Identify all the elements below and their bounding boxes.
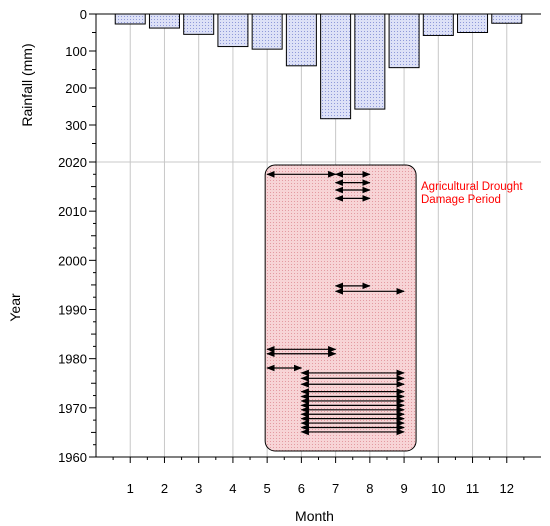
- year-axis-title: Year: [7, 293, 23, 322]
- year-tick-label: 1970: [58, 401, 87, 416]
- axes: [89, 13, 541, 463]
- year-tick-label: 2020: [58, 155, 87, 170]
- month-tick-label: 2: [161, 481, 168, 496]
- month-tick-label: 6: [298, 481, 305, 496]
- year-tick-label: 2000: [58, 253, 87, 268]
- rainfall-bar-month-2: [148, 13, 180, 29]
- month-tick-label: 4: [229, 481, 236, 496]
- year-tick-label: 1990: [58, 303, 87, 318]
- month-tick-label: 1: [127, 481, 134, 496]
- rainfall-tick-label: 200: [65, 81, 87, 96]
- damage-period-region: [264, 164, 417, 452]
- drought-event-arrows: [266, 170, 405, 436]
- damage-period-label-line: Agricultural Drought: [421, 181, 523, 193]
- rainfall-bar-month-5: [251, 13, 283, 50]
- rainfall-bar-month-11: [457, 13, 489, 33]
- rainfall-bars: [114, 13, 523, 120]
- rainfall-bar-month-3: [183, 13, 215, 35]
- month-tick-label: 8: [366, 481, 373, 496]
- month-tick-label: 10: [431, 481, 445, 496]
- rainfall-bar-month-6: [285, 13, 317, 67]
- rainfall-bar-month-12: [491, 13, 523, 24]
- month-tick-label: 9: [400, 481, 407, 496]
- year-tick-label: 2010: [58, 204, 87, 219]
- damage-period-box: [264, 164, 417, 452]
- rainfall-bar-month-10: [422, 13, 454, 36]
- year-tick-label: 1980: [58, 352, 87, 367]
- month-tick-label: 5: [264, 481, 271, 496]
- rainfall-bar-month-1: [114, 13, 146, 25]
- month-tick-label: 3: [195, 481, 202, 496]
- rainfall-axis-title: Rainfall (mm): [19, 43, 35, 126]
- year-tick-label: 1960: [58, 450, 87, 465]
- month-tick-label: 12: [500, 481, 514, 496]
- x-axis-title: Month: [295, 508, 334, 524]
- rainfall-bar-month-9: [388, 13, 420, 69]
- rainfall-tick-label: 100: [65, 44, 87, 59]
- month-tick-label: 7: [332, 481, 339, 496]
- damage-period-label-line: Damage Period: [421, 194, 501, 206]
- rainfall-tick-label: 0: [80, 7, 87, 22]
- rainfall-bar-month-4: [217, 13, 249, 48]
- axis-labels: Agricultural Drought Damage Period 0 100 200…: [7, 7, 523, 524]
- rainfall-bar-month-8: [354, 13, 386, 110]
- rainfall-bar-month-7: [320, 13, 352, 120]
- rainfall-tick-label: 300: [65, 118, 87, 133]
- damage-period-label: Agricultural Drought Damage Period: [421, 181, 523, 206]
- month-tick-label: 11: [466, 481, 480, 496]
